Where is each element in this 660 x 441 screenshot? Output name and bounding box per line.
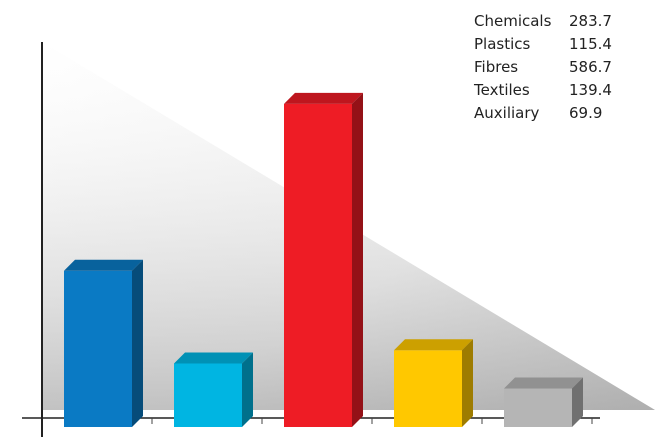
- legend-label: Textiles: [473, 81, 530, 99]
- bar-side: [462, 339, 473, 427]
- bar-top: [394, 339, 473, 351]
- legend-value: 115.4: [569, 35, 612, 53]
- bar-side: [242, 352, 253, 427]
- bar-front: [394, 350, 462, 427]
- bar-top: [174, 352, 253, 364]
- bars: [64, 92, 583, 427]
- bar-front: [174, 363, 242, 427]
- bar-front: [64, 270, 132, 427]
- bar-auxiliary: [504, 377, 583, 427]
- bar-top: [64, 259, 143, 271]
- legend-value: 139.4: [569, 81, 612, 99]
- bar-fibres: [284, 92, 363, 427]
- bar-front: [504, 388, 572, 427]
- bar-side: [572, 377, 583, 427]
- legend-value: 283.7: [569, 12, 612, 30]
- bar-side: [352, 92, 363, 427]
- x-axis-ticks: [151, 418, 593, 424]
- bar-side: [132, 259, 143, 427]
- legend: Chemicals 283.7 Plastics 115.4 Fibres 586.7 Te…: [473, 12, 612, 122]
- legend-label: Chemicals: [474, 12, 552, 30]
- legend-label: Auxiliary: [474, 104, 540, 122]
- bar-textiles: [394, 339, 473, 427]
- bar-chemicals: [64, 259, 143, 427]
- bar-top: [504, 377, 583, 389]
- bar-top: [284, 92, 363, 104]
- bar-front: [284, 103, 352, 427]
- legend-value: 586.7: [569, 58, 612, 76]
- bar-plastics: [174, 352, 253, 427]
- legend-label: Plastics: [474, 35, 531, 53]
- legend-label: Fibres: [474, 58, 518, 76]
- legend-value: 69.9: [569, 104, 602, 122]
